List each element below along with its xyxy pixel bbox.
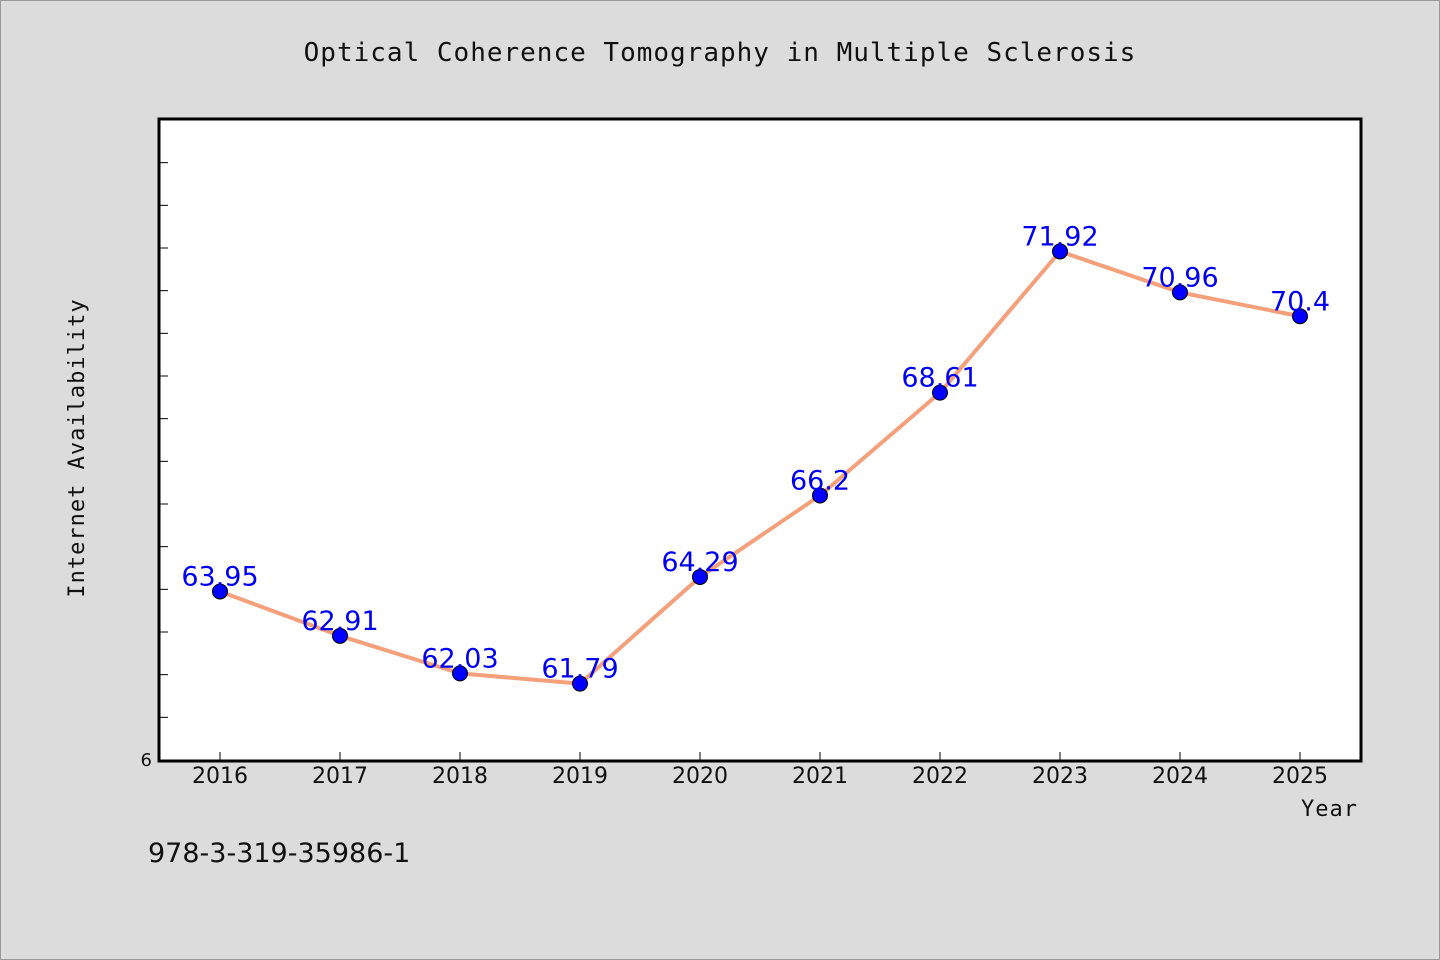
x-tick-label: 2016 <box>192 764 248 789</box>
data-point <box>332 627 348 644</box>
series-layer: 63.95 62.91 62.03 61.79 64.29 66.2 68.61 71.92 7… <box>181 221 1330 692</box>
data-label: 70.4 <box>1270 286 1330 317</box>
data-label: 68.61 <box>901 363 978 394</box>
y-axis-title: Internet Availability <box>65 298 90 597</box>
x-tick-label: 2022 <box>912 764 968 789</box>
x-tick-label: 2017 <box>312 764 368 789</box>
data-point <box>812 487 828 504</box>
x-tick-label: 2019 <box>552 764 608 789</box>
y-tick-label: 6 <box>141 750 152 771</box>
x-tick-label: 2024 <box>1152 764 1208 789</box>
data-point <box>572 675 588 692</box>
x-tick-label: 2025 <box>1272 764 1328 789</box>
data-label: 66.2 <box>790 465 850 496</box>
footer-isbn: 978-3-319-35986-1 <box>148 838 410 869</box>
data-point <box>452 665 468 682</box>
data-point <box>1172 284 1188 301</box>
data-point <box>1292 308 1308 325</box>
data-label: 71.92 <box>1021 221 1098 252</box>
x-axis-title: Year <box>1301 797 1358 822</box>
data-label: 62.03 <box>421 643 498 674</box>
x-tick-label: 2018 <box>432 764 488 789</box>
plot-area <box>157 117 1363 763</box>
data-point <box>212 583 228 600</box>
x-tick-label: 2020 <box>672 764 728 789</box>
data-label: 61.79 <box>541 654 618 685</box>
data-label: 62.91 <box>301 606 378 637</box>
chart-title: Optical Coherence Tomography in Multiple… <box>304 38 1137 68</box>
x-tick-label: 2021 <box>792 764 848 789</box>
data-point <box>932 384 948 401</box>
data-point <box>692 568 708 585</box>
data-label: 64.29 <box>661 547 738 578</box>
data-label: 63.95 <box>181 561 258 592</box>
x-axis-ticks: 2016 2017 2018 2019 2020 2021 2022 2023 2024 2025 <box>192 752 1328 789</box>
y-axis-ticks <box>160 162 168 718</box>
data-label: 70.96 <box>1141 262 1218 293</box>
series-line <box>218 249 1302 686</box>
x-tick-label: 2023 <box>1032 764 1088 789</box>
data-point <box>1052 243 1068 260</box>
